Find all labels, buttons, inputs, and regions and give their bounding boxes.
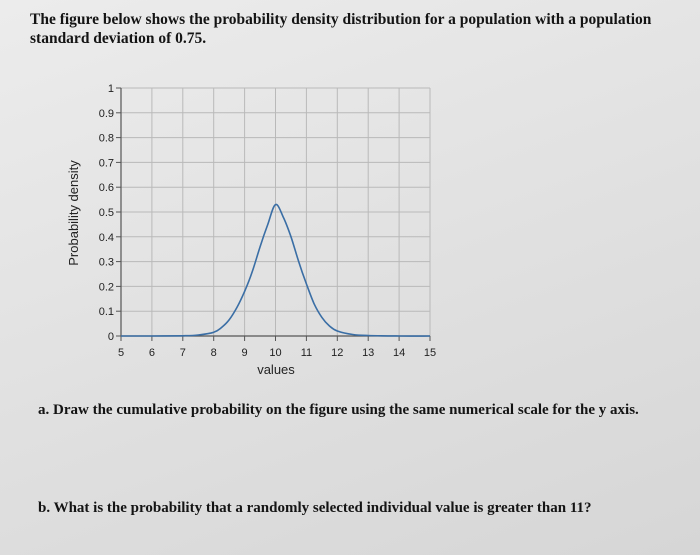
x-tick-label: 7 [180,347,186,359]
y-tick-label: 0.4 [99,232,114,244]
x-tick-labels: 5 6 7 8 9 10 11 12 13 14 15 [118,347,436,359]
x-tick-label: 12 [331,347,343,359]
x-tick-label: 6 [149,347,155,359]
y-axis-label: Probability density [66,160,81,266]
y-tick-label: 0.5 [99,207,114,219]
y-tick-label: 0.2 [99,281,114,293]
y-tick-label: 1 [108,83,114,95]
x-axis-label: values [257,362,295,377]
question-part-b: b. What is the probability that a random… [38,500,592,516]
y-tick-labels: 0 0.1 0.2 0.3 0.4 0.5 0.6 0.7 0.8 0.9 1 [99,83,114,343]
x-tick-label: 14 [393,347,405,359]
y-tick-label: 0.3 [99,257,114,269]
y-tick-label: 0.8 [99,133,114,145]
density-curve [121,203,431,337]
chart-grid [121,87,431,336]
x-tick-label: 5 [118,347,124,359]
x-tick-label: 15 [424,347,436,359]
y-tick-label: 0 [108,331,114,343]
x-tick-label: 10 [269,347,281,359]
question-part-a: a. Draw the cumulative probability on th… [38,402,639,418]
x-tick-label: 8 [211,347,217,359]
chart-axes [116,87,431,341]
x-tick-label: 11 [301,347,312,359]
density-chart: 0 0.1 0.2 0.3 0.4 0.5 0.6 0.7 0.8 0.9 1 5 6 7 8 9 10 11 1… [66,83,436,377]
x-tick-label: 9 [242,347,248,359]
question-intro: The figure below shows the probability d… [30,11,652,47]
y-tick-label: 0.6 [99,182,114,194]
x-tick-label: 13 [362,347,374,359]
y-tick-label: 0.9 [99,108,114,120]
y-tick-label: 0.7 [99,157,114,169]
y-tick-label: 0.1 [99,306,114,318]
